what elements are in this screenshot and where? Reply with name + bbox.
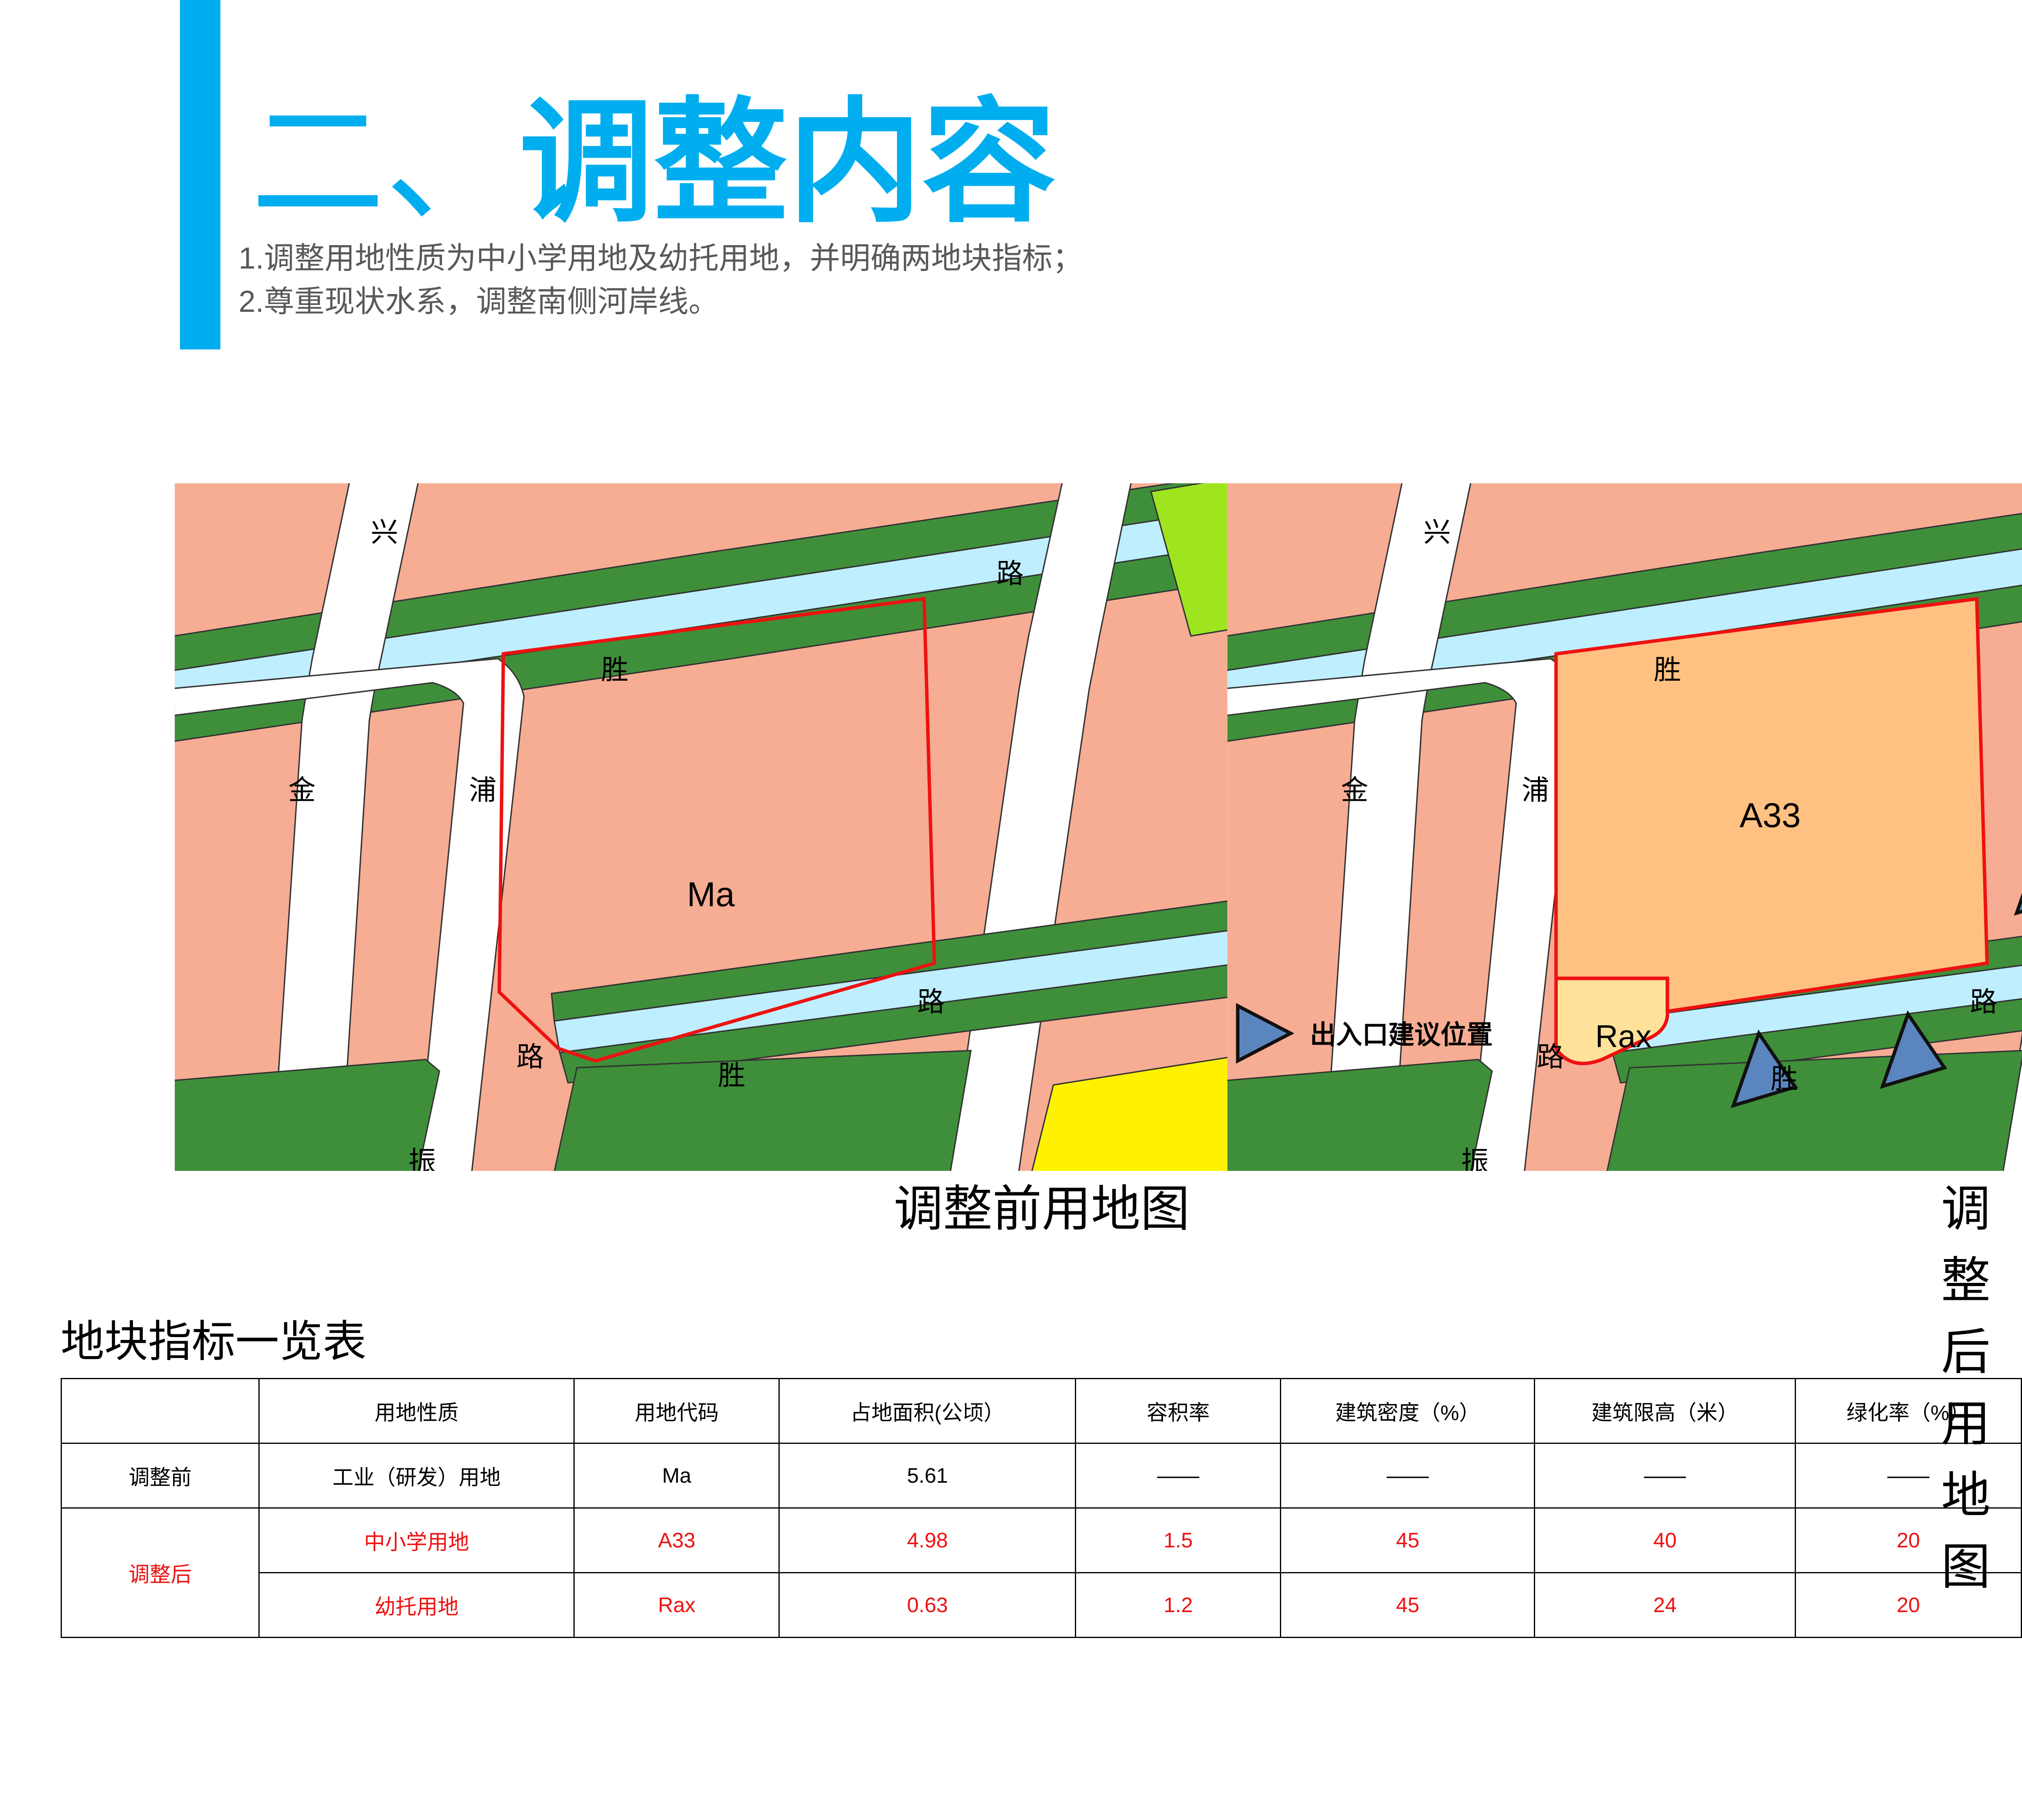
svg-text:A33: A33 [1740, 796, 1801, 835]
svg-text:胜: 胜 [1654, 655, 1681, 686]
svg-text:路: 路 [1537, 1042, 1564, 1073]
svg-text:路: 路 [516, 1042, 544, 1073]
svg-text:兴: 兴 [371, 517, 398, 548]
svg-text:路: 路 [917, 987, 945, 1018]
svg-text:路: 路 [996, 559, 1024, 589]
svg-text:Ma: Ma [687, 876, 735, 914]
svg-text:金: 金 [288, 775, 316, 806]
svg-text:胜: 胜 [601, 655, 628, 686]
svg-text:Rax: Rax [1595, 1018, 1652, 1054]
svg-text:振: 振 [408, 1146, 436, 1171]
svg-text:胜: 胜 [1770, 1064, 1798, 1094]
svg-text:振: 振 [1461, 1146, 1489, 1171]
svg-text:金: 金 [1341, 775, 1368, 806]
svg-text:胜: 胜 [718, 1060, 745, 1091]
svg-text:路: 路 [1970, 987, 1997, 1018]
svg-text:浦: 浦 [1522, 775, 1549, 806]
svg-text:浦: 浦 [469, 775, 497, 806]
svg-text:出入口建议位置: 出入口建议位置 [1310, 1020, 1493, 1050]
svg-text:兴: 兴 [1423, 517, 1451, 548]
